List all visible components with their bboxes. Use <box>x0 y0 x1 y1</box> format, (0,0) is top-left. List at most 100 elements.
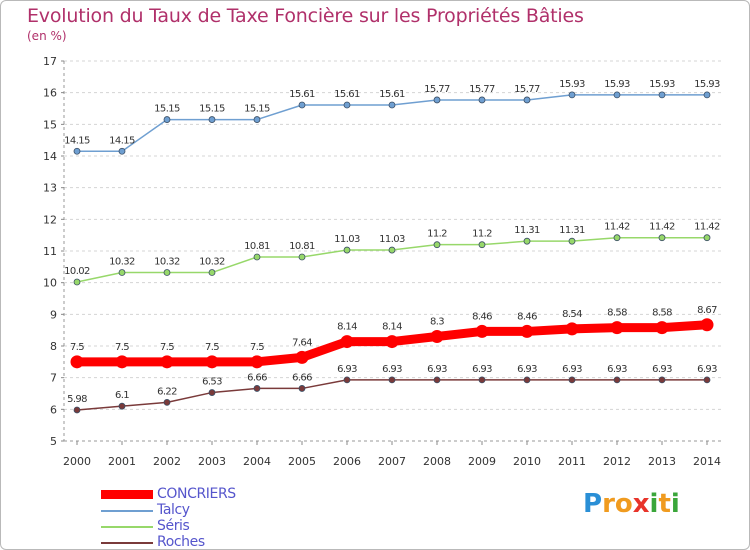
data-label: 8.67 <box>697 305 717 316</box>
data-label: 8.46 <box>472 311 492 322</box>
data-label: 10.02 <box>64 266 90 277</box>
data-point <box>205 355 219 369</box>
y-tick-label: 8 <box>50 340 57 353</box>
data-label: 5.98 <box>67 394 87 405</box>
data-point <box>298 385 306 392</box>
data-point <box>658 376 666 384</box>
data-label: 11.42 <box>649 222 675 233</box>
y-tick-label: 12 <box>43 213 57 226</box>
data-point <box>385 335 399 349</box>
data-label: 15.61 <box>379 89 405 100</box>
data-point <box>343 376 351 384</box>
y-tick-label: 5 <box>50 435 57 448</box>
data-point <box>73 278 81 286</box>
data-label: 15.93 <box>694 79 720 90</box>
logo-letter: r <box>602 489 615 519</box>
data-point <box>163 269 171 276</box>
data-point <box>703 91 711 99</box>
data-label: 10.81 <box>244 241 270 252</box>
data-label: 15.93 <box>604 79 630 90</box>
legend-item-talcy: Talcy <box>101 502 321 519</box>
y-tick-label: 6 <box>50 403 57 416</box>
data-point <box>70 355 84 369</box>
data-label: 7.5 <box>70 342 84 353</box>
data-point <box>610 321 624 335</box>
legend: CONCRIERS Talcy Séris Roches <box>101 486 321 549</box>
data-label: 6.53 <box>202 377 222 388</box>
data-label: 6.93 <box>472 364 492 375</box>
logo-letter: i <box>670 489 680 519</box>
data-label: 15.77 <box>424 84 450 95</box>
data-label: 6.1 <box>115 390 129 401</box>
data-label: 10.32 <box>154 257 180 268</box>
data-label: 15.93 <box>559 79 585 90</box>
data-point <box>208 116 216 123</box>
data-label: 8.14 <box>337 322 357 333</box>
data-label: 6.93 <box>337 364 357 375</box>
data-point <box>388 376 396 384</box>
data-label: 10.32 <box>199 257 225 268</box>
data-label: 8.14 <box>382 322 402 333</box>
data-point <box>658 91 666 99</box>
data-point <box>253 385 261 392</box>
y-tick-label: 9 <box>50 308 57 321</box>
data-point <box>253 253 261 261</box>
data-point <box>475 324 489 338</box>
y-tick-label: 14 <box>43 150 57 163</box>
chart-subtitle: (en %) <box>27 29 67 43</box>
legend-swatch-concriers <box>101 490 153 499</box>
x-tick-label: 2013 <box>648 455 676 468</box>
data-point <box>703 234 711 242</box>
data-point <box>568 237 576 245</box>
data-point <box>568 376 576 384</box>
data-point <box>568 91 576 99</box>
data-point <box>115 355 129 369</box>
data-point <box>520 324 534 338</box>
data-point <box>523 376 531 384</box>
logo-letter: i <box>649 489 659 519</box>
x-tick-label: 2014 <box>693 455 721 468</box>
data-label: 14.15 <box>64 135 90 146</box>
data-point <box>163 116 171 123</box>
y-tick-label: 10 <box>43 277 57 290</box>
data-point <box>73 406 81 414</box>
data-point <box>613 91 621 99</box>
data-label: 14.15 <box>109 135 135 146</box>
logo-letter: t <box>658 489 671 519</box>
data-point <box>700 318 714 332</box>
data-point <box>298 101 306 109</box>
data-point <box>613 376 621 384</box>
data-label: 11.31 <box>514 225 540 236</box>
data-label: 15.93 <box>649 79 675 90</box>
x-tick-label: 2004 <box>243 455 271 468</box>
data-label: 15.61 <box>289 89 315 100</box>
data-label: 6.93 <box>382 364 402 375</box>
data-label: 15.61 <box>334 89 360 100</box>
data-label: 8.58 <box>607 308 627 319</box>
data-point <box>430 330 444 343</box>
data-point <box>73 147 81 155</box>
x-tick-label: 2007 <box>378 455 406 468</box>
y-tick-label: 15 <box>43 118 57 131</box>
x-tick-label: 2009 <box>468 455 496 468</box>
data-label: 11.2 <box>472 229 492 240</box>
x-tick-label: 2012 <box>603 455 631 468</box>
legend-item-seris: Séris <box>101 518 321 535</box>
data-label: 8.46 <box>517 311 537 322</box>
data-label: 8.54 <box>562 309 582 320</box>
data-point <box>160 355 174 369</box>
data-label: 7.64 <box>292 337 312 348</box>
legend-swatch-seris <box>101 526 153 528</box>
data-point <box>658 234 666 242</box>
data-point <box>163 398 171 406</box>
data-label: 6.66 <box>292 372 312 383</box>
data-point <box>253 116 261 123</box>
data-label: 11.2 <box>427 229 447 240</box>
data-point <box>433 241 441 249</box>
data-label: 6.66 <box>247 372 267 383</box>
x-tick-label: 2002 <box>153 455 181 468</box>
data-label: 11.31 <box>559 225 585 236</box>
legend-swatch-roches <box>101 542 153 544</box>
